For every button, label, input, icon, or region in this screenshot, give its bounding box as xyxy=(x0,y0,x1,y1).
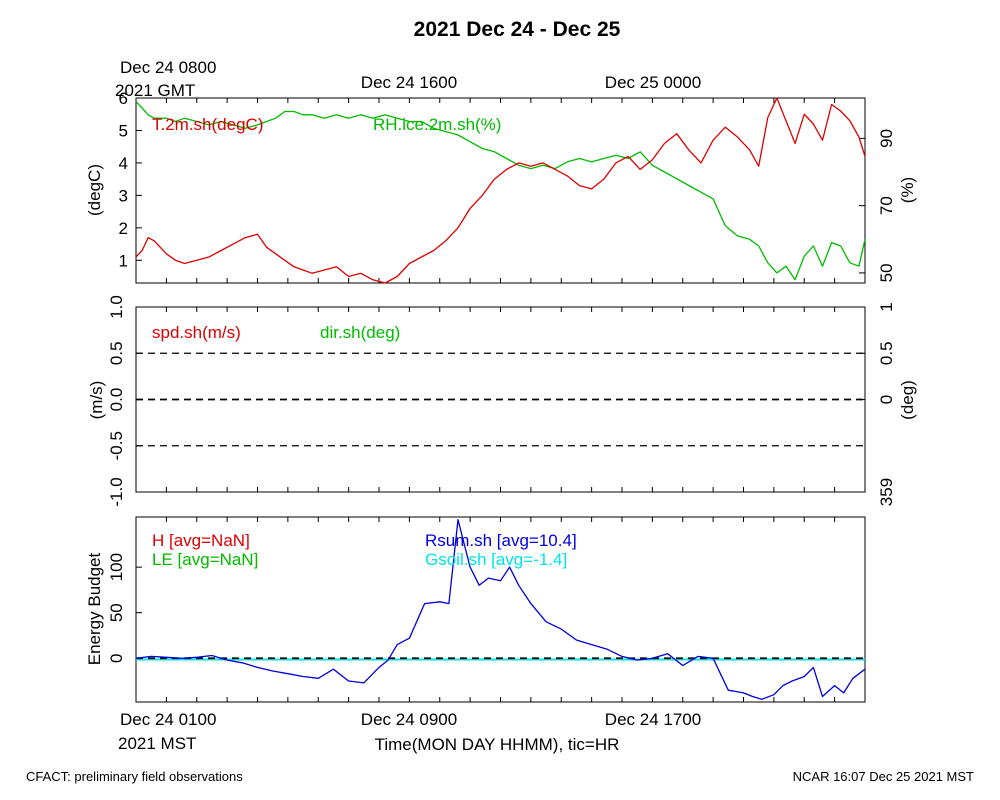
bottom-axis-start-line1: Dec 24 0100 xyxy=(120,710,216,729)
y-tick-label: 0.0 xyxy=(107,388,126,412)
y2-tick-label: 0 xyxy=(877,395,896,404)
wind-panel: -1.0 -0.5 0.0 0.5 1.0 359 0 0.5 1 spd.sh(m/s) di… xyxy=(87,295,917,506)
chart-title: 2021 Dec 24 - Dec 25 xyxy=(414,18,621,41)
y2-tick-label: 1 xyxy=(877,302,896,311)
y2-tick-label: 90 xyxy=(877,129,896,148)
x-axis-title: Time(MON DAY HHMM), tic=HR xyxy=(375,735,620,754)
panel3-series-label-le: LE [avg=NaN] xyxy=(152,550,258,569)
y-tick-label: -0.5 xyxy=(107,431,126,460)
y-tick-label: 4 xyxy=(119,154,128,173)
panel1-lines xyxy=(135,97,866,284)
y2-tick-label: 0.5 xyxy=(877,341,896,365)
panel3-series-label-h: H [avg=NaN] xyxy=(152,531,250,550)
panel1-series-label-rh: RH.ice.2m.sh(%) xyxy=(373,115,501,134)
panel2-ticks: -1.0 -0.5 0.0 0.5 1.0 359 0 0.5 1 xyxy=(107,295,896,506)
panel3-series-label-rsum: Rsum.sh [avg=10.4] xyxy=(425,531,577,550)
panel1-y2label: (%) xyxy=(898,177,917,203)
y-tick-label: 50 xyxy=(107,603,126,622)
y-tick-label: 1.0 xyxy=(107,295,126,319)
energy-budget-panel: 0 50 100 H [avg=NaN] LE [avg=NaN] Rsum.sh … xyxy=(85,516,866,703)
footer-left: CFACT: preliminary field observations xyxy=(26,769,243,784)
bottom-axis-start-line2: 2021 MST xyxy=(118,734,196,753)
top-axis-start-line1: Dec 24 0800 xyxy=(120,58,216,77)
temperature-rh-panel: 1 2 3 4 5 6 50 70 90 T.2m.sh(degC) RH.ice.2m.sh(… xyxy=(85,89,917,284)
y2-tick-label: 50 xyxy=(877,263,896,282)
top-axis-label-1: Dec 24 1600 xyxy=(361,73,457,92)
bottom-axis-label-1: Dec 24 0900 xyxy=(361,710,457,729)
top-axis-start-line2: 2021 GMT xyxy=(115,81,195,100)
panel1-series-label-temperature: T.2m.sh(degC) xyxy=(152,115,263,134)
y-tick-label: 5 xyxy=(119,121,128,140)
y-tick-label: 1 xyxy=(119,251,128,270)
panel2-series-label-direction: dir.sh(deg) xyxy=(320,323,400,342)
y-tick-label: 6 xyxy=(119,89,128,108)
y-tick-label: 0.5 xyxy=(107,341,126,365)
y-tick-label: 2 xyxy=(119,219,128,238)
y-tick-label: -1.0 xyxy=(107,477,126,506)
y-tick-label: 0 xyxy=(107,654,126,663)
top-axis-label-2: Dec 25 0000 xyxy=(605,73,701,92)
panel1-ylabel: (degC) xyxy=(85,164,104,216)
rsum-series-line xyxy=(135,519,866,700)
panel2-ylabel: (m/s) xyxy=(87,381,106,420)
panel2-y2label: (deg) xyxy=(898,380,917,420)
temperature-series-line xyxy=(135,97,866,284)
y2-tick-label: 70 xyxy=(877,196,896,215)
panel2-series-label-speed: spd.sh(m/s) xyxy=(152,323,241,342)
footer-right: NCAR 16:07 Dec 25 2021 MST xyxy=(793,769,974,784)
panel1-ticks: 1 2 3 4 5 6 50 70 90 xyxy=(119,89,896,283)
panel3-ylabel: Energy Budget xyxy=(85,552,104,665)
rh-series-line xyxy=(135,100,866,281)
bottom-axis-label-2: Dec 24 1700 xyxy=(605,710,701,729)
y-tick-label: 3 xyxy=(119,186,128,205)
panel3-series-label-gsoil: Gsoil.sh [avg=-1.4] xyxy=(425,550,567,569)
y2-tick-label: 359 xyxy=(877,478,896,506)
y-tick-label: 100 xyxy=(107,553,126,581)
panel3-lines xyxy=(135,519,866,700)
